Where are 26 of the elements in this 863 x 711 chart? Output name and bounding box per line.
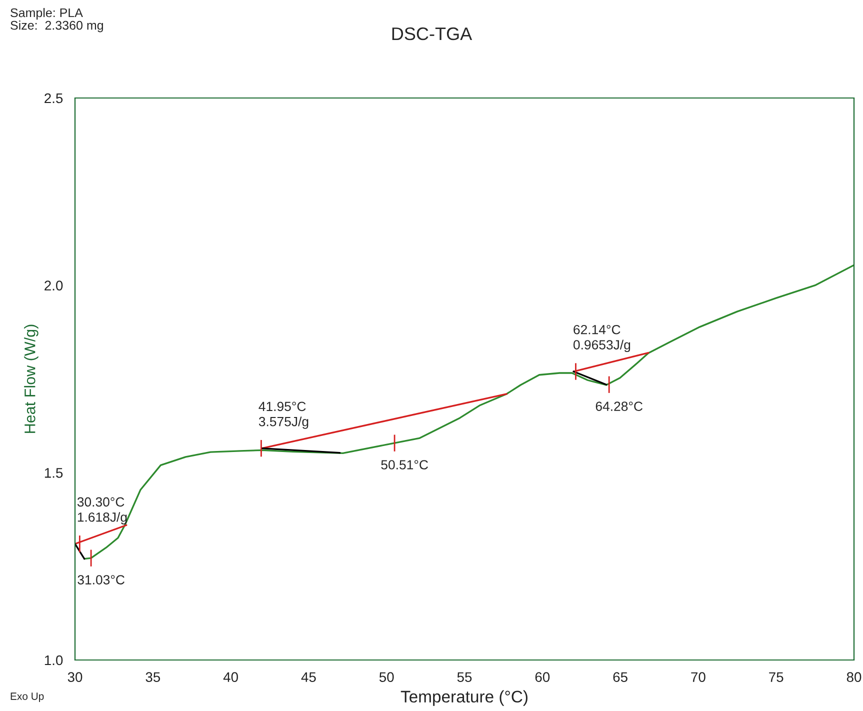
annotation: 62.14°C 0.9653J/g [573, 324, 630, 352]
x-tick-label: 75 [769, 672, 784, 682]
x-tick-label: 55 [457, 672, 472, 682]
annotation: 30.30°C 1.618J/g [77, 497, 127, 524]
chart-title: DSC-TGA [392, 27, 472, 40]
y-tick-label: 1.0 [44, 655, 63, 666]
x-tick-label: 30 [68, 672, 82, 682]
annotation: 41.95°C 3.575J/g [258, 402, 308, 429]
x-tick-label: 45 [301, 672, 316, 682]
y-tick-label: 2.0 [44, 280, 63, 291]
text: Exo Up [10, 692, 44, 702]
y-axis-title: Heat Flow (W/g) [24, 324, 38, 433]
x-tick-label: 70 [691, 672, 706, 682]
x-tick-label: 50 [379, 672, 394, 682]
y-tick-label: 2.5 [44, 93, 63, 104]
x-tick-label: 65 [613, 672, 628, 682]
text: Sample: PLA Size: 2.3360 mg [10, 8, 103, 32]
y-tick-label: 1.5 [44, 468, 63, 478]
annotation: 50.51°C [381, 460, 428, 470]
annotation: 64.28°C [596, 402, 643, 411]
x-axis-title: Temperature (°C) [400, 690, 528, 706]
x-tick-label: 60 [535, 672, 550, 682]
annotation: 31.03°C [78, 575, 124, 584]
x-tick-label: 40 [223, 672, 238, 682]
x-tick-label: 35 [146, 672, 160, 682]
x-tick-label: 80 [846, 672, 862, 682]
